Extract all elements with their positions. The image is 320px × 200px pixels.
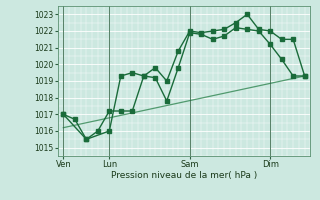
X-axis label: Pression niveau de la mer( hPa ): Pression niveau de la mer( hPa ) xyxy=(111,171,257,180)
